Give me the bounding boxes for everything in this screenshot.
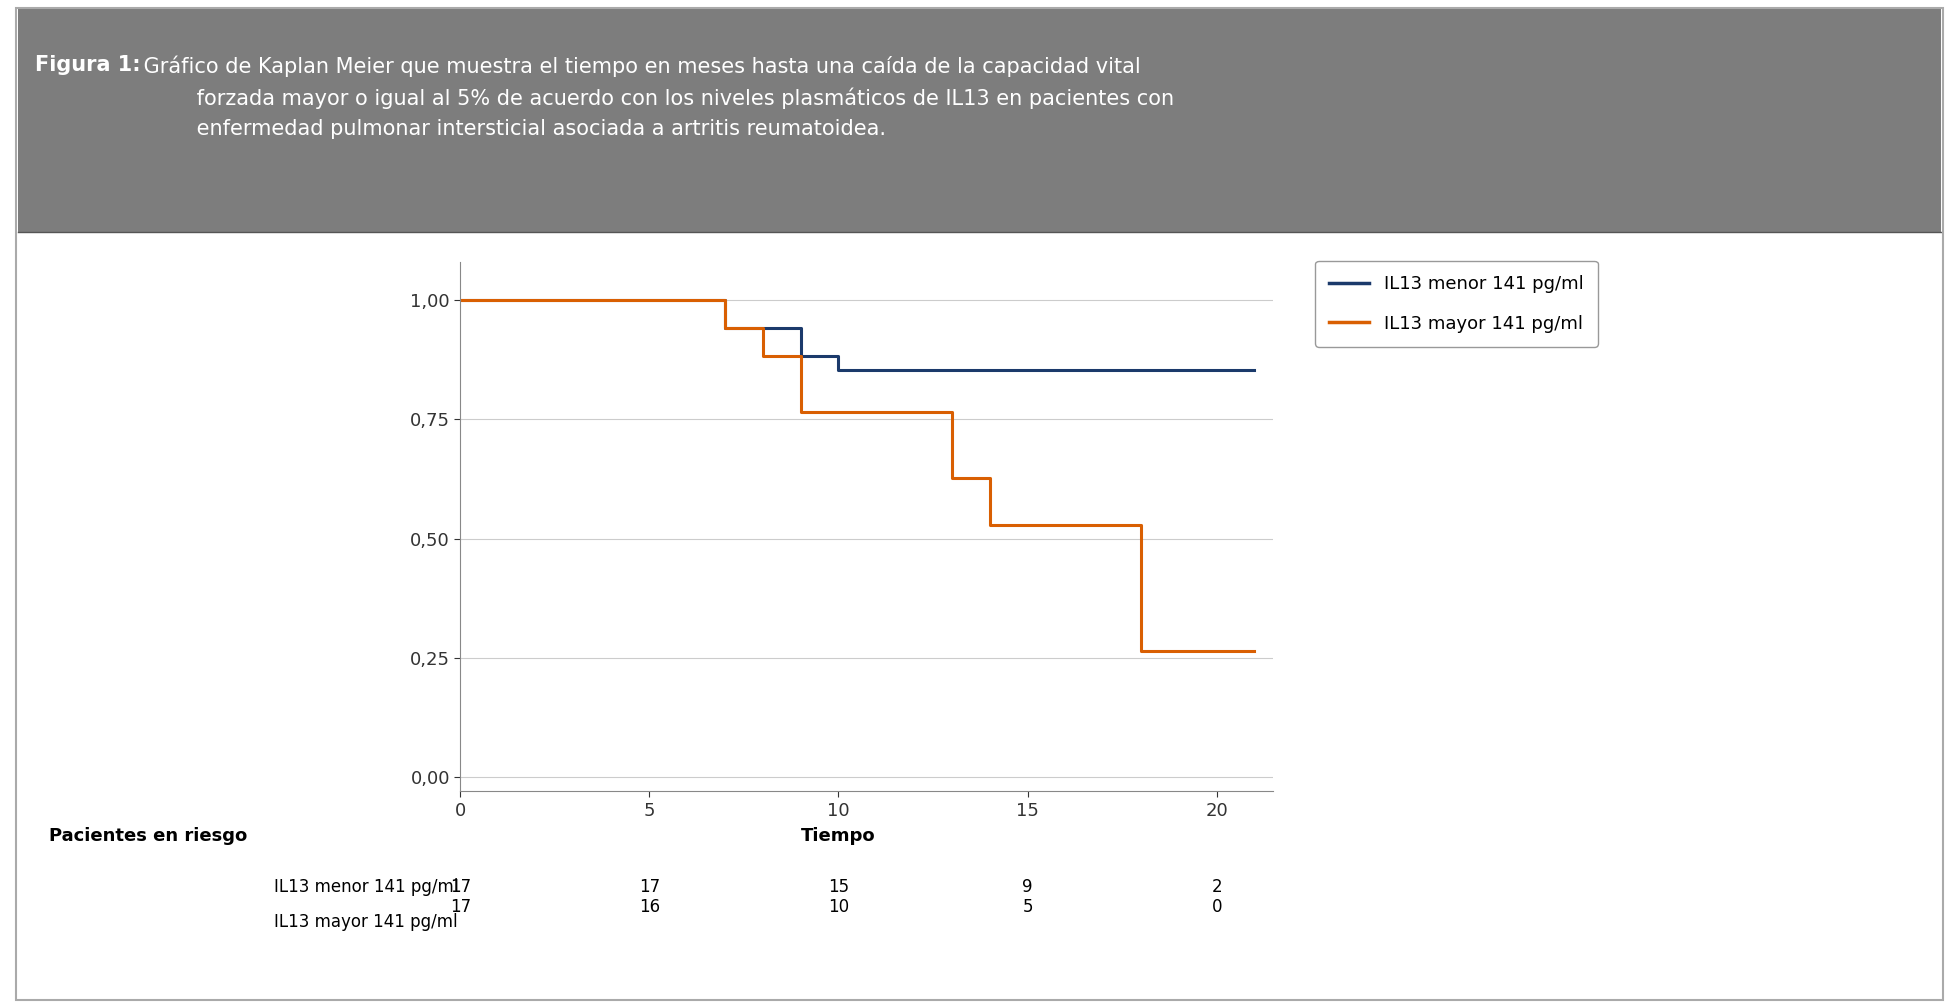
Legend: IL13 menor 141 pg/ml, IL13 mayor 141 pg/ml: IL13 menor 141 pg/ml, IL13 mayor 141 pg/… xyxy=(1314,260,1599,347)
Text: Pacientes en riesgo: Pacientes en riesgo xyxy=(49,827,247,845)
Text: 9: 9 xyxy=(1023,878,1032,896)
Text: IL13 mayor 141 pg/ml: IL13 mayor 141 pg/ml xyxy=(274,913,458,931)
Text: 17: 17 xyxy=(451,878,470,896)
Text: 16: 16 xyxy=(639,898,660,916)
Text: Gráfico de Kaplan Meier que muestra el tiempo en meses hasta una caída de la cap: Gráfico de Kaplan Meier que muestra el t… xyxy=(137,55,1173,138)
Text: 17: 17 xyxy=(451,898,470,916)
Text: Tiempo: Tiempo xyxy=(801,827,876,845)
Text: Figura 1:: Figura 1: xyxy=(35,55,141,76)
Text: 0: 0 xyxy=(1211,898,1222,916)
Text: IL13 menor 141 pg/ml: IL13 menor 141 pg/ml xyxy=(274,878,458,896)
Text: 10: 10 xyxy=(829,898,848,916)
Text: 5: 5 xyxy=(1023,898,1032,916)
Text: 17: 17 xyxy=(639,878,660,896)
Text: 2: 2 xyxy=(1211,878,1222,896)
Text: 15: 15 xyxy=(829,878,848,896)
